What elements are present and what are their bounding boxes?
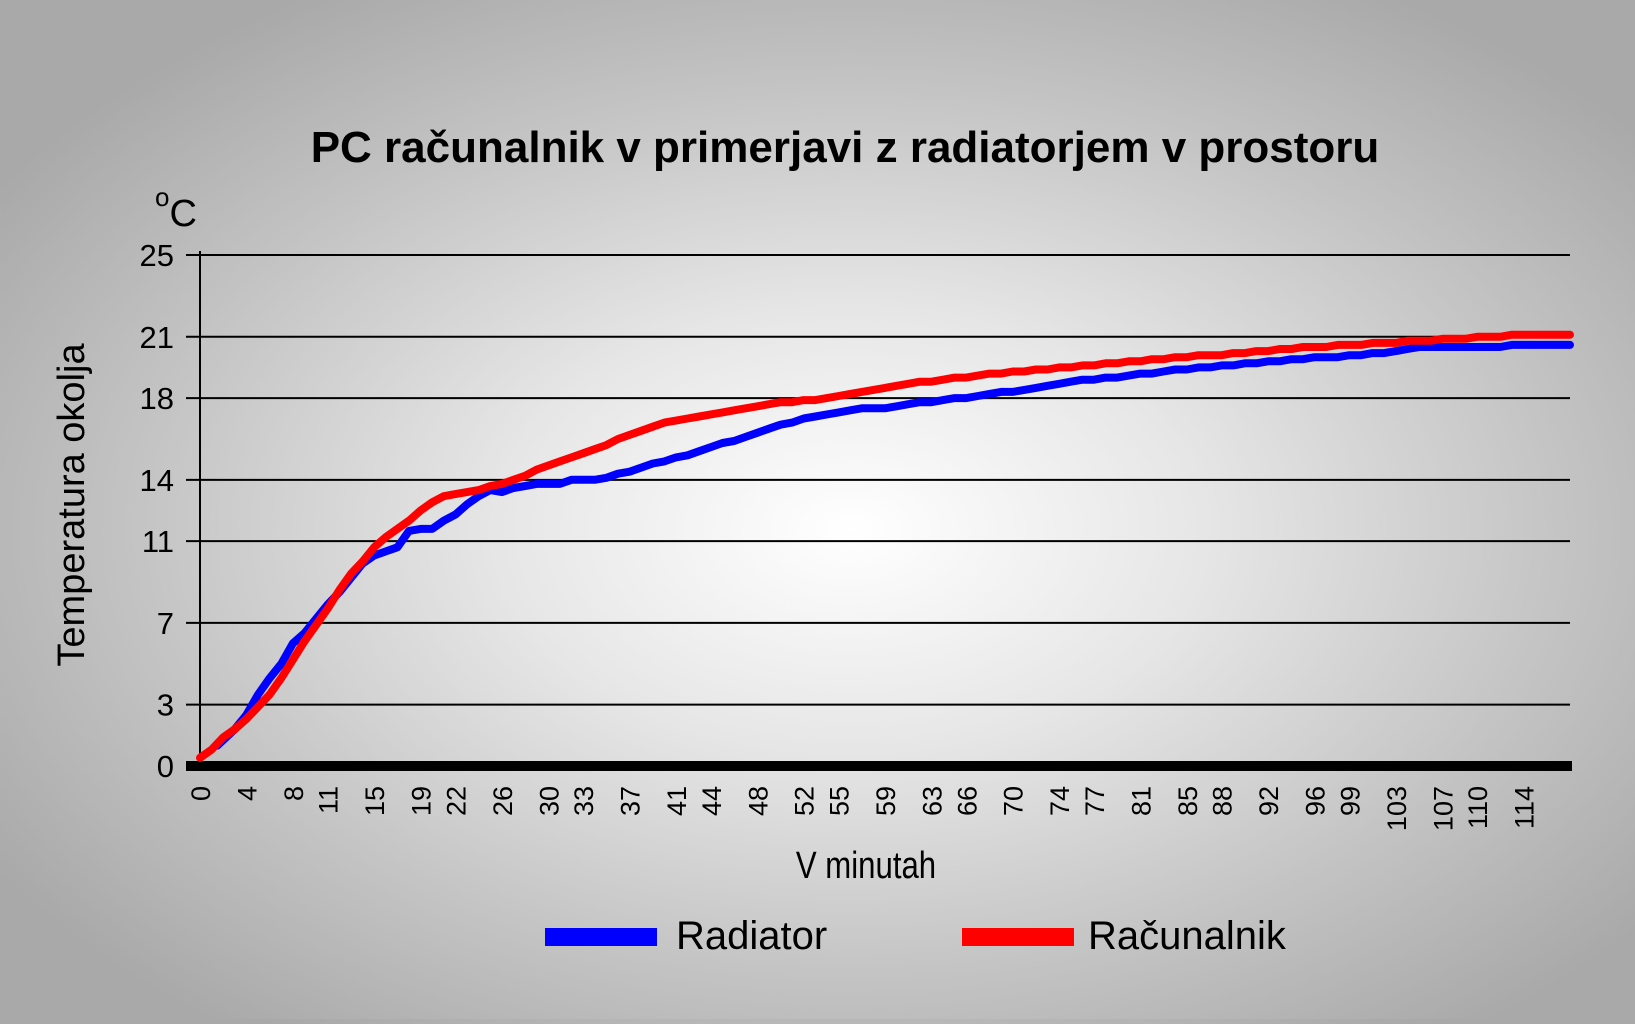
x-tick-label: 114: [1510, 786, 1540, 829]
x-tick-label: 44: [697, 786, 727, 816]
axes: [186, 251, 1572, 771]
x-tick-label: 59: [871, 786, 901, 816]
x-tick-label: 99: [1335, 786, 1365, 816]
x-tick-label: 15: [360, 786, 390, 816]
series-line-racunalnik: [196, 330, 1574, 762]
y-unit-superscript: o: [155, 182, 169, 212]
x-tick-label: 55: [825, 786, 855, 816]
y-unit-text: C: [169, 193, 196, 235]
y-tick-label: 21: [140, 320, 174, 355]
x-tick-label: 88: [1208, 786, 1238, 816]
x-tick-label: 110: [1463, 786, 1493, 829]
x-tick-label: 26: [488, 786, 518, 816]
y-tick-label: 25: [140, 238, 174, 273]
x-axis-ticks: 0 4 8 11 15 19 22 26 30 33 37 41 44 48 52 55 59 63 66 70 74 7…: [186, 786, 1540, 831]
x-tick-label: 41: [662, 786, 692, 816]
x-tick-label: 52: [790, 786, 820, 816]
y-tick-label: 0: [157, 749, 174, 784]
x-tick-label: 37: [616, 786, 646, 816]
y-axis-ticks: 0 3 7 11 14 18 21 25: [140, 238, 174, 784]
legend-swatch: [962, 928, 1074, 946]
x-axis-label: V minutah: [796, 845, 936, 887]
y-axis-label: Temperatura okolja: [51, 343, 93, 667]
x-tick-label: 48: [743, 786, 773, 816]
x-tick-label: 77: [1080, 786, 1110, 816]
y-tick-label: 3: [157, 688, 174, 723]
x-tick-label: 70: [999, 786, 1029, 816]
y-unit-label: oC: [155, 182, 197, 235]
x-tick-label: 66: [952, 786, 982, 816]
y-tick-label: 14: [140, 463, 174, 498]
x-tick-label: 30: [534, 786, 564, 816]
legend-label: Računalnik: [1088, 914, 1287, 958]
x-tick-label: 92: [1254, 786, 1284, 816]
legend-label: Radiator: [676, 914, 827, 958]
chart-title: PC računalnik v primerjavi z radiatorjem…: [311, 123, 1380, 172]
x-tick-label: 4: [232, 786, 262, 801]
x-tick-label: 103: [1382, 786, 1412, 831]
x-tick-label: 85: [1173, 786, 1203, 816]
x-tick-label: 81: [1126, 786, 1156, 816]
x-tick-label: 19: [407, 786, 437, 816]
gridlines: [186, 254, 1570, 706]
series-line-radiator: [213, 340, 1574, 750]
y-tick-label: 7: [157, 606, 174, 641]
x-tick-label: 63: [917, 786, 947, 816]
x-tick-label: 22: [441, 786, 471, 816]
x-tick-label: 107: [1428, 786, 1458, 831]
x-tick-label: 96: [1301, 786, 1331, 816]
legend: Radiator Računalnik: [545, 914, 1287, 958]
y-tick-label: 11: [142, 524, 174, 559]
y-tick-label: 18: [140, 381, 174, 416]
series-lines: [196, 330, 1574, 762]
x-tick-label: 0: [186, 786, 216, 801]
x-tick-label: 74: [1045, 786, 1075, 816]
legend-swatch: [545, 928, 657, 946]
x-tick-label: 8: [279, 786, 309, 801]
x-tick-label: 33: [569, 786, 599, 816]
x-tick-label: 11: [314, 786, 344, 814]
